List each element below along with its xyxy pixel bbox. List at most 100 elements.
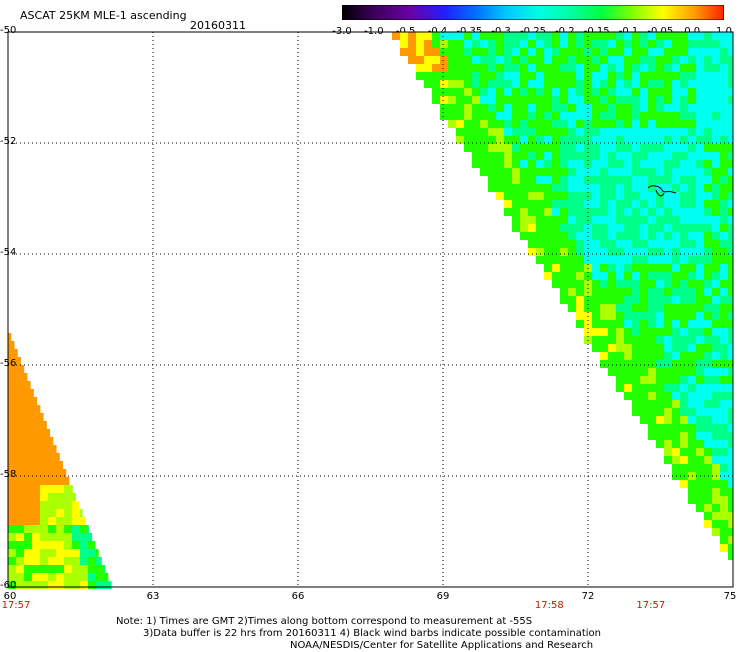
swath-cell	[512, 216, 520, 224]
swath-cell	[720, 256, 728, 264]
swath-cell	[16, 541, 24, 549]
swath-cell	[48, 557, 56, 565]
swath-cell	[592, 144, 600, 152]
swath-cell	[88, 557, 96, 565]
swath-cell	[664, 448, 672, 456]
swath-cell	[544, 216, 552, 224]
swath-cell	[720, 80, 728, 88]
swath-cell	[576, 296, 584, 304]
swath-cell	[728, 552, 733, 560]
swath-cell	[720, 96, 728, 104]
swath-cell	[528, 120, 536, 128]
swath-cell	[608, 320, 616, 328]
swath-cell	[712, 440, 720, 448]
swath-cell	[728, 304, 733, 312]
swath-cell	[464, 80, 472, 88]
swath-cell	[664, 272, 672, 280]
swath-cell	[592, 48, 600, 56]
swath-cell	[688, 264, 696, 272]
swath-cell	[720, 248, 728, 256]
swath-cell	[608, 288, 616, 296]
swath-cell	[488, 176, 496, 184]
swath-cell	[680, 344, 688, 352]
swath-cell	[576, 96, 584, 104]
swath-cell	[80, 549, 88, 557]
swath-cell	[528, 224, 536, 232]
swath-cell	[568, 176, 576, 184]
swath-cell	[560, 56, 568, 64]
swath-cell	[648, 64, 656, 72]
swath-cell	[728, 176, 733, 184]
swath-cell	[560, 288, 568, 296]
swath-cell	[568, 168, 576, 176]
swath-cell	[664, 400, 672, 408]
swath-cell	[632, 312, 640, 320]
swath-cell	[64, 501, 72, 509]
swath-cell	[552, 152, 560, 160]
swath-cell	[16, 381, 24, 389]
swath-cell	[504, 112, 512, 120]
swath-cell	[632, 216, 640, 224]
swath-cell	[16, 485, 24, 493]
swath-cell	[680, 400, 688, 408]
swath-cell	[592, 344, 600, 352]
swath-cell	[680, 192, 688, 200]
swath-cell	[504, 32, 512, 40]
swath-cell	[696, 192, 704, 200]
swath-cell	[64, 541, 72, 549]
latitude-label: -52	[0, 136, 16, 147]
swath-cell	[496, 64, 504, 72]
swath-cell	[728, 296, 733, 304]
swath-cell	[656, 104, 664, 112]
swath-cell	[640, 256, 648, 264]
swath-cell	[680, 184, 688, 192]
swath-cell	[528, 40, 536, 48]
swath-cell	[32, 429, 40, 437]
swath-cell	[704, 352, 712, 360]
swath-cell	[696, 96, 704, 104]
swath-cell	[24, 477, 32, 485]
swath-cell	[632, 176, 640, 184]
swath-cell	[624, 368, 632, 376]
swath-cell	[640, 224, 648, 232]
swath-cell	[32, 485, 40, 493]
swath-cell	[592, 192, 600, 200]
swath-cell	[632, 224, 640, 232]
swath-cell	[80, 573, 88, 581]
swath-cell	[40, 485, 48, 493]
swath-cell	[544, 48, 552, 56]
swath-cell	[720, 448, 728, 456]
swath-cell	[640, 264, 648, 272]
swath-cell	[696, 216, 704, 224]
swath-cell	[448, 72, 456, 80]
swath-cell	[624, 376, 632, 384]
swath-cell	[632, 128, 640, 136]
swath-cell	[632, 48, 640, 56]
swath-cell	[624, 80, 632, 88]
swath-cell	[672, 376, 680, 384]
swath-cell	[728, 280, 733, 288]
swath-cell	[720, 32, 728, 40]
swath-cell	[616, 296, 624, 304]
swath-cell	[728, 232, 733, 240]
swath-cell	[536, 160, 544, 168]
swath-cell	[40, 477, 48, 485]
swath-cell	[24, 413, 32, 421]
swath-cell	[40, 501, 48, 509]
swath-cell	[576, 48, 584, 56]
swath-cell	[672, 248, 680, 256]
swath-cell	[640, 208, 648, 216]
swath-cell	[608, 112, 616, 120]
swath-cell	[720, 424, 728, 432]
swath-cell	[656, 56, 664, 64]
swath-cell	[16, 373, 24, 381]
swath-cell	[488, 32, 496, 40]
swath-cell	[632, 40, 640, 48]
swath-cell	[632, 352, 640, 360]
swath-cell	[656, 272, 664, 280]
swath-cell	[632, 232, 640, 240]
swath-cell	[624, 312, 632, 320]
swath-cell	[544, 80, 552, 88]
swath-cell	[656, 256, 664, 264]
swath-cell	[688, 224, 696, 232]
